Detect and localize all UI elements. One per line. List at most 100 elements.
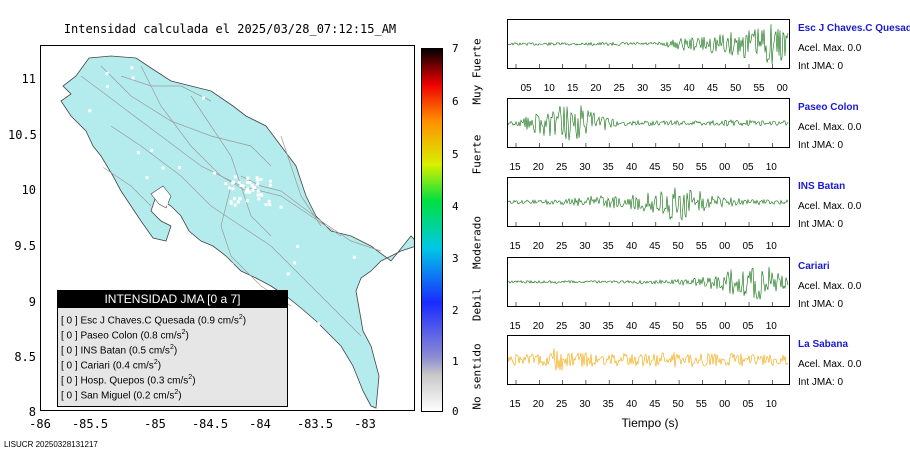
station-dot (245, 199, 249, 203)
station-name: La Sabana (798, 339, 849, 350)
station-dot (164, 202, 168, 206)
map-y-tick: 8.5 (14, 350, 36, 364)
trace-tick-label: 45 (649, 162, 661, 173)
station-dot (130, 66, 134, 70)
station-dot (238, 197, 242, 200)
station-dot (241, 184, 245, 188)
station-dot (118, 288, 122, 292)
trace-tick-label: 25 (556, 162, 568, 173)
legend-accel-value: (0.8 cm/s (140, 330, 182, 342)
station-dot (237, 181, 241, 185)
station-dot (83, 166, 87, 170)
station-dot (233, 203, 237, 207)
trace-panel (507, 19, 790, 69)
station-dot (246, 176, 250, 180)
map-x-tick: -86 (29, 417, 51, 431)
station-dot (317, 322, 321, 326)
station-int-jma: Int JMA: 0 (798, 299, 844, 310)
trace-waveform (507, 348, 789, 371)
legend-station-name: Hosp. Quepos (80, 375, 148, 387)
map-x-tick: -84.5 (191, 417, 229, 431)
trace-tick-label: 15 (567, 83, 579, 94)
map-y-tick: 10.5 (8, 128, 37, 142)
trace-waveform (507, 105, 789, 141)
station-dot (100, 165, 104, 169)
trace-panel (507, 257, 790, 307)
colorbar-label-muy-fuerte: Muy Fuerte (470, 38, 484, 105)
legend-intensity: [ 0 ] (61, 345, 81, 357)
legend-intensity: [ 0 ] (61, 315, 81, 327)
station-name: Paseo Colon (798, 102, 859, 113)
station-dot (178, 166, 182, 170)
trace-tick-label: 40 (625, 162, 638, 173)
colorbar-tick: 3 (452, 252, 459, 265)
trace-tick-label: 35 (602, 321, 614, 332)
station-dot (253, 186, 257, 190)
map-y-tick: 9 (28, 295, 36, 309)
station-dot (212, 171, 216, 175)
trace-tick-label: 05 (742, 162, 754, 173)
station-dot (247, 72, 251, 76)
station-dot (259, 193, 263, 197)
station-dot (296, 245, 300, 248)
station-dot (83, 277, 87, 281)
legend-accel-value: (0.5 cm/s (128, 345, 170, 357)
trace-tick-label: 55 (695, 162, 707, 173)
station-dot (256, 189, 260, 193)
legend-station-name: Esc J Chaves.C Quesada (80, 315, 198, 327)
station-accel-max: Acel. Max. 0.0 (798, 122, 862, 133)
map-x-tick: -84 (249, 417, 271, 431)
trace-tick-label: 30 (579, 162, 591, 173)
station-dot (232, 197, 236, 201)
trace-tick-label: 35 (602, 241, 614, 252)
trace-tick-label: 20 (532, 321, 544, 332)
colorbar-label-fuerte: Fuerte (470, 134, 484, 175)
station-dot (228, 186, 232, 190)
station-dot (268, 90, 272, 94)
station-dot (231, 187, 235, 191)
trace-tick-label: 00 (719, 321, 731, 332)
trace-tick-label: 45 (649, 399, 661, 410)
station-accel-max: Acel. Max. 0.0 (798, 201, 862, 212)
colorbar-tick: 6 (452, 95, 459, 108)
station-dot (269, 183, 272, 187)
costa-rica-map (60, 55, 414, 409)
map-x-tick: -83.5 (296, 417, 334, 431)
station-accel-max: Acel. Max. 0.0 (798, 359, 862, 370)
trace-plot (507, 266, 789, 306)
legend-row: [ 0 ] Hosp. Quepos (0.3 cm/s2) (61, 374, 196, 386)
station-dot (256, 178, 260, 182)
station-dot (286, 272, 290, 276)
station-dot (216, 272, 220, 276)
trace-plot (507, 24, 789, 68)
station-dot (255, 176, 259, 180)
trace-waveform (507, 187, 789, 221)
station-dot (161, 166, 165, 170)
station-dot (230, 262, 234, 266)
legend-paren: ) (173, 345, 178, 357)
trace-tick-label: 25 (556, 321, 568, 332)
station-name: Esc J Chaves.C Quesada (798, 23, 910, 34)
trace-tick-label: 05 (742, 321, 754, 332)
trace-plot (507, 348, 789, 384)
station-dot (349, 140, 353, 144)
trace-tick-label: 25 (613, 83, 625, 94)
trace-tick-label: 30 (579, 321, 591, 332)
colorbar-tick: 0 (452, 405, 459, 418)
legend-paren: ) (178, 390, 182, 402)
trace-panel (507, 98, 790, 148)
trace-tick-label: 00 (719, 241, 731, 252)
trace-tick-label: 40 (683, 83, 695, 94)
legend-intensity: [ 0 ] (61, 390, 81, 402)
trace-tick-label: 55 (753, 83, 765, 94)
trace-tick-label: 00 (776, 83, 788, 94)
station-dot (145, 176, 149, 180)
station-dot (232, 180, 236, 184)
legend-unit-exponent: 2 (169, 344, 174, 351)
trace-panel (507, 177, 790, 227)
station-dot (352, 255, 356, 259)
legend-paren: ) (185, 330, 189, 342)
colorbar-tick: 2 (452, 304, 459, 317)
station-dot (293, 261, 297, 265)
legend-accel-value: (0.9 cm/s (197, 315, 239, 327)
